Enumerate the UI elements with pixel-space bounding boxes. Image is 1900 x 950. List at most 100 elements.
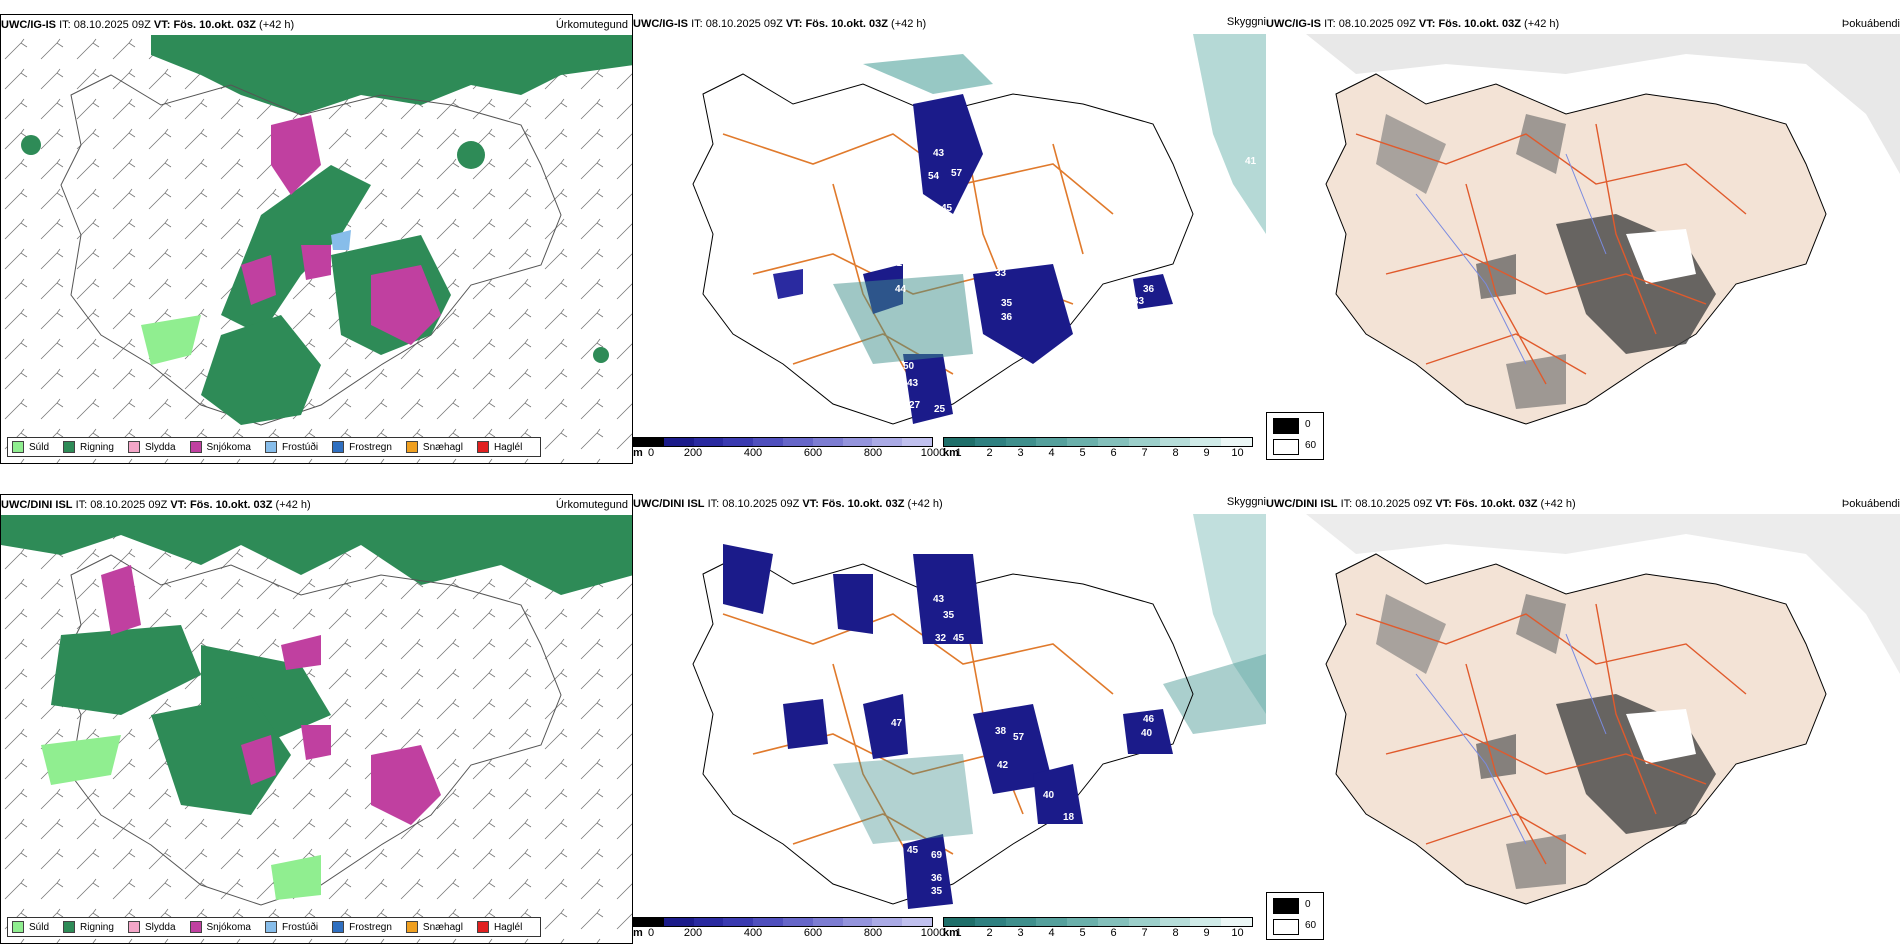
cloud-base-label: 47 (891, 718, 903, 729)
colorbar-swatch (1097, 438, 1129, 446)
cloud-base-label: 56 (878, 596, 890, 607)
visibility-colorbar-ticks: 1 2 3 4 5 6 7 8 9 10 (943, 447, 1253, 461)
legend-item: Frostregn (332, 921, 392, 933)
ceiling-unit: m (633, 927, 643, 939)
colorbar-tick-label: 4 (1048, 447, 1055, 459)
fog-legend-max-swatch (1273, 418, 1299, 434)
cloud-base-label: 32 (935, 633, 947, 644)
fog-legend-min-swatch (1273, 439, 1299, 455)
cloud-base-label: 19 (1061, 348, 1073, 359)
legend-swatch (127, 441, 140, 453)
colorbar-tick-label: 10 (1231, 447, 1244, 459)
cloud-base-label: 36 (1143, 284, 1155, 295)
legend-item: Haglél (476, 921, 522, 933)
colorbar-swatch (693, 438, 724, 446)
legend-item: Haglél (476, 441, 522, 453)
legend-swatch (405, 921, 418, 933)
colorbar-swatch (1005, 438, 1037, 446)
precip-type-panel-top: UWC/IG-IS IT: 08.10.2025 09Z VT: Fös. 10… (0, 14, 633, 464)
panel-type-label: Skyggni (1226, 496, 1266, 508)
visibility-unit: km (943, 927, 959, 939)
colorbar-swatch (753, 918, 783, 926)
ceiling-colorbar-ticks: 0 200 400 600 800 1000 (633, 927, 945, 941)
fog-map (1306, 514, 1900, 905)
cloud-base-label: 33 (941, 719, 953, 730)
colorbar-swatch (634, 918, 664, 926)
colorbar-tick-label: 7 (1141, 447, 1148, 459)
colorbar-swatch (723, 438, 754, 446)
colorbar-tick-label: 1 (955, 927, 962, 939)
panel-type-label: Úrkomutegund (555, 499, 628, 511)
cloud-base-label: 44 (888, 624, 900, 635)
colorbar-swatch (1067, 438, 1098, 446)
cloud-base-label: 45 (941, 203, 953, 214)
colorbar-tick-label: 600 (803, 927, 823, 939)
cloud-base-label: 29 (941, 261, 953, 272)
panel-title: UWC/DINI ISL IT: 08.10.2025 09Z VT: Fös.… (633, 498, 943, 510)
colorbar-swatch (1159, 918, 1191, 926)
legend-item: Snæhagl (405, 441, 463, 453)
legend-swatch (264, 921, 277, 933)
colorbar-tick-label: 8 (1172, 927, 1179, 939)
cloud-map: 43 54 57 45 51 29 33 35 36 44 50 43 27 2… (692, 34, 1266, 425)
legend-item: Snjókoma (189, 921, 251, 933)
colorbar-tick-label: 3 (1017, 927, 1024, 939)
colorbar-tick-label: 6 (1110, 447, 1117, 459)
panel-type-label: Þokuábendi (1841, 18, 1900, 30)
colorbar-swatch (1097, 918, 1129, 926)
cloud-base-label: 55 (923, 728, 935, 739)
colorbar-tick-label: 9 (1203, 447, 1210, 459)
cloud-base-label: 28 (1023, 121, 1035, 132)
cloud-base-label: 46 (1143, 714, 1155, 725)
cloud-panel-bottom: UWC/DINI ISL IT: 08.10.2025 09Z VT: Fös.… (633, 494, 1266, 944)
fog-legend-min-swatch (1273, 919, 1299, 935)
legend-item: Snjókoma (189, 441, 251, 453)
cloud-base-label: 69 (1045, 231, 1057, 242)
cloud-base-label: 54 (928, 171, 940, 182)
cloud-base-label: 43 (933, 594, 945, 605)
cloud-labels: 56 43 35 32 45 44 95 99 47 33 38 57 42 4… (878, 594, 1155, 897)
precip-legend: Súld Rigning Slydda Snjókoma Frostúði Fr… (7, 437, 542, 457)
cloud-base-label: 45 (907, 845, 919, 856)
colorbar-swatch (944, 438, 975, 446)
colorbar-swatch (944, 918, 975, 926)
fog-legend-max-swatch (1273, 898, 1299, 914)
cloud-base-label: 40 (1141, 728, 1153, 739)
cloud-base-label: 42 (997, 760, 1009, 771)
colorbar-swatch (842, 438, 873, 446)
colorbar-swatch (902, 438, 932, 446)
cloud-base-label: 57 (1013, 732, 1025, 743)
fog-legend-label: 60 (1305, 920, 1317, 931)
cloud-panel-top: UWC/IG-IS IT: 08.10.2025 09Z VT: Fös. 10… (633, 14, 1266, 464)
cloud-base-label: 35 (943, 610, 955, 621)
legend-swatch (12, 441, 24, 453)
colorbar-tick-label: 400 (743, 927, 763, 939)
cloud-base-label: 18 (1063, 812, 1075, 823)
colorbar-swatch (1159, 438, 1191, 446)
cloud-base-label: 95 (891, 648, 903, 659)
cloud-base-label: 36 (931, 873, 943, 884)
colorbar-swatch (902, 918, 932, 926)
colorbar-swatch (1190, 438, 1222, 446)
colorbar-swatch (974, 918, 1006, 926)
fog-legend-label: 0 (1305, 419, 1311, 430)
legend-swatch (476, 921, 489, 933)
panel-type-label: Skyggni (1226, 16, 1266, 28)
colorbar-swatch (1036, 438, 1068, 446)
legend-swatch (332, 921, 345, 933)
colorbar-swatch (1005, 918, 1037, 926)
colorbar-swatch (634, 438, 664, 446)
colorbar-tick-label: 4 (1048, 927, 1055, 939)
legend-swatch (12, 921, 24, 933)
cloud-base-label: 35 (931, 886, 943, 897)
cloud-base-label: 50 (903, 361, 915, 372)
colorbar-swatch (974, 438, 1006, 446)
cloud-base-label: 69 (931, 850, 943, 861)
legend-item: Súld (12, 921, 49, 933)
colorbar-tick-label: 2 (986, 927, 993, 939)
cloud-base-label: 35 (1001, 298, 1013, 309)
colorbar-tick-label: 200 (683, 927, 703, 939)
cloud-base-label: 57 (951, 168, 963, 179)
colorbar-tick-label: 5 (1079, 927, 1086, 939)
fog-legend: 0 60 (1266, 412, 1324, 460)
